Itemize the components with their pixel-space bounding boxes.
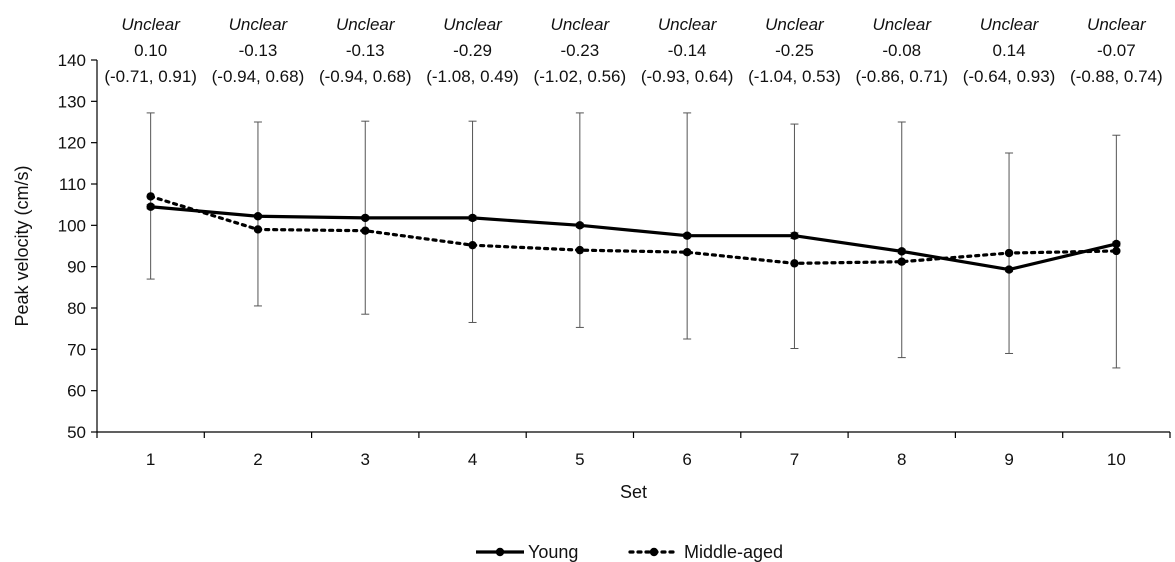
data-point-young: [1112, 239, 1121, 249]
x-tick-label: 6: [682, 450, 691, 469]
y-tick-label: 50: [67, 423, 86, 442]
annotation-confidence-interval: (-0.93, 0.64): [641, 67, 734, 86]
annotation-label: Unclear: [1087, 15, 1147, 34]
data-point-young: [790, 231, 799, 240]
data-point-middle-aged: [253, 225, 263, 234]
y-tick-label: 60: [67, 382, 86, 401]
data-point-young: [575, 221, 585, 230]
data-point-middle-aged: [1112, 246, 1121, 256]
data-point-middle-aged: [468, 240, 477, 250]
annotation-confidence-interval: (-0.94, 0.68): [212, 67, 305, 86]
annotation-label: Unclear: [121, 15, 181, 34]
annotation-label: Unclear: [765, 15, 825, 34]
annotation-effect-size: -0.23: [560, 41, 599, 60]
annotation-confidence-interval: (-1.02, 0.56): [534, 67, 627, 86]
y-tick-label: 130: [58, 92, 86, 111]
data-point-young: [361, 213, 370, 223]
annotation-effect-size: -0.25: [775, 41, 814, 60]
data-point-young: [682, 231, 692, 240]
annotation-effect-size: -0.29: [453, 41, 492, 60]
annotation-label: Unclear: [872, 15, 932, 34]
y-tick-label: 120: [58, 134, 86, 153]
annotation-effect-size: 0.14: [993, 41, 1026, 60]
annotation-effect-size: -0.07: [1097, 41, 1136, 60]
annotation-confidence-interval: (-0.71, 0.91): [104, 67, 197, 86]
legend-label: Young: [528, 542, 578, 562]
legend-swatch-marker: [649, 547, 659, 557]
y-axis-title: Peak velocity (cm/s): [12, 165, 32, 326]
data-point-middle-aged: [1004, 248, 1014, 258]
annotation-label: Unclear: [336, 15, 396, 34]
annotation-effect-size: -0.13: [239, 41, 278, 60]
x-tick-label: 4: [468, 450, 477, 469]
x-tick-label: 3: [361, 450, 370, 469]
annotation-effect-size: -0.13: [346, 41, 385, 60]
annotation-confidence-interval: (-1.04, 0.53): [748, 67, 841, 86]
error-bars: [146, 112, 1121, 369]
y-tick-label: 100: [58, 216, 86, 235]
y-tick-label: 90: [67, 258, 86, 277]
effect-size-annotations: Unclear 0.10 (-0.71, 0.91) Unclear -0.13 (-0.…: [104, 15, 1162, 86]
data-point-young: [146, 202, 155, 211]
data-point-young: [468, 213, 477, 223]
data-point-middle-aged: [790, 259, 799, 268]
x-tick-label: 1: [146, 450, 155, 469]
series-line-middle-aged: [149, 194, 1118, 265]
legend-label: Middle-aged: [684, 542, 783, 562]
annotation-confidence-interval: (-0.64, 0.93): [963, 67, 1056, 86]
x-tick-label: 9: [1004, 450, 1013, 469]
y-axis-ticks: 50 60 70 80 90 100 110 120 130 140: [58, 51, 97, 442]
x-tick-label: 5: [575, 450, 584, 469]
annotation-label: Unclear: [658, 15, 718, 34]
legend-swatch-marker: [495, 547, 505, 557]
annotation-effect-size: 0.10: [134, 41, 167, 60]
x-tick-label: 7: [790, 450, 799, 469]
x-tick-label: 8: [897, 450, 906, 469]
annotation-label: Unclear: [980, 15, 1040, 34]
annotation-confidence-interval: (-0.86, 0.71): [855, 67, 948, 86]
legend: Young Middle-aged: [476, 542, 783, 562]
x-axis-title: Set: [620, 482, 647, 502]
data-point-middle-aged: [897, 257, 906, 266]
annotation-confidence-interval: (-1.08, 0.49): [426, 67, 519, 86]
annotation-effect-size: -0.14: [668, 41, 707, 60]
series-line-young: [150, 205, 1117, 272]
data-point-young: [253, 212, 263, 221]
y-tick-label: 140: [58, 51, 86, 70]
x-tick-label: 10: [1107, 450, 1126, 469]
data-point-young: [1004, 265, 1014, 274]
data-point-middle-aged: [575, 245, 585, 255]
data-point-young: [897, 247, 906, 256]
x-tick-label: 2: [253, 450, 262, 469]
annotation-confidence-interval: (-0.94, 0.68): [319, 67, 412, 86]
annotation-confidence-interval: (-0.88, 0.74): [1070, 67, 1163, 86]
y-tick-label: 110: [59, 175, 86, 194]
x-axis-ticks: 1 2 3 4 5 6 7 8 9 10: [96, 432, 1171, 469]
annotation-label: Unclear: [551, 15, 611, 34]
data-series: [146, 192, 1121, 274]
annotation-label: Unclear: [443, 15, 503, 34]
data-point-middle-aged: [682, 248, 692, 257]
y-tick-label: 70: [67, 340, 86, 359]
annotation-effect-size: -0.08: [882, 41, 921, 60]
data-point-middle-aged: [361, 226, 370, 235]
data-point-middle-aged: [146, 192, 155, 201]
y-tick-label: 80: [67, 299, 86, 318]
annotation-label: Unclear: [229, 15, 289, 34]
